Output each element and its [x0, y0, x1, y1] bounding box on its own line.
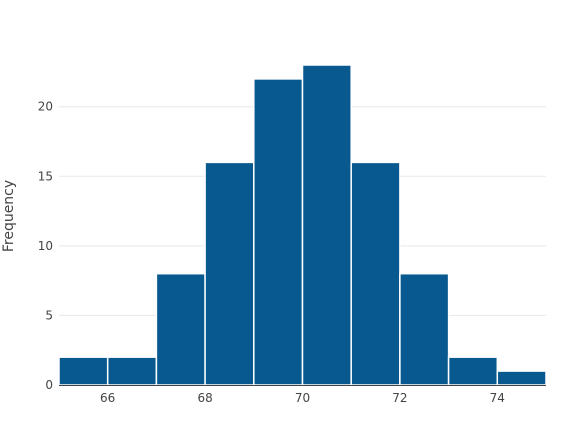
x-tick-label-74: 74 [490, 391, 505, 405]
y-axis-title: Frequency [1, 180, 17, 252]
histogram-bar-66-67 [106, 356, 158, 386]
x-tick-labels: 66 68 70 72 74 [100, 391, 505, 405]
bars-layer [58, 64, 547, 386]
x-tick-label-66: 66 [100, 391, 115, 405]
histogram-bar-74-75 [496, 370, 547, 386]
x-tick-label-72: 72 [392, 391, 407, 405]
histogram-bar-73-74 [447, 356, 499, 386]
histogram-bar-71-72 [350, 161, 401, 386]
y-tick-label-15: 15 [38, 169, 53, 183]
x-tick-label-68: 68 [197, 391, 212, 405]
x-tick-label-70: 70 [295, 391, 310, 405]
histogram-bar-68-69 [204, 161, 255, 386]
y-tick-label-0: 0 [45, 378, 53, 392]
histogram-bar-70-71 [301, 64, 352, 386]
y-tick-labels: 0 5 10 15 20 [38, 100, 53, 392]
histogram-bar-72-73 [399, 272, 450, 386]
histogram-bar-69-70 [253, 78, 304, 386]
histogram-bar-65-66 [58, 356, 109, 386]
y-tick-label-20: 20 [38, 100, 53, 114]
y-tick-label-10: 10 [38, 239, 53, 253]
histogram-bar-67-68 [155, 272, 206, 386]
y-tick-label-5: 5 [45, 308, 53, 322]
